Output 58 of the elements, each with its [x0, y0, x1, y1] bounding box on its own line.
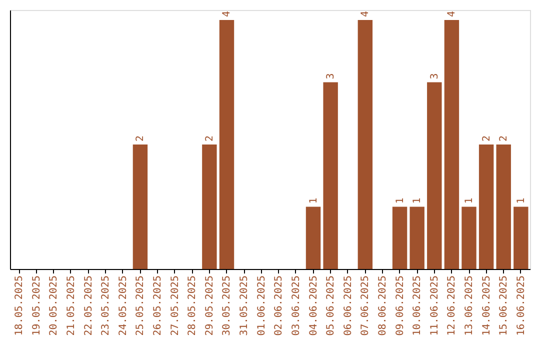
x-tick-label: 27.05.2025	[170, 276, 181, 336]
x-tick-label: 22.05.2025	[83, 276, 94, 336]
x-tick-label: 03.06.2025	[290, 276, 302, 336]
data-label: 1	[412, 198, 424, 204]
bar	[132, 144, 148, 269]
x-tick-label: 09.06.2025	[394, 276, 406, 336]
data-label: 2	[481, 135, 492, 142]
x-tick-label: 11.06.2025	[429, 276, 440, 336]
data-label: 2	[498, 135, 510, 142]
data-label: 1	[394, 198, 406, 204]
data-label: 4	[446, 10, 458, 17]
bar	[462, 206, 476, 269]
data-label: 1	[308, 198, 320, 204]
x-tick-label: 26.05.2025	[152, 276, 164, 336]
x-tick-label: 02.06.2025	[274, 276, 285, 336]
data-label: 3	[429, 73, 440, 80]
bar	[410, 206, 424, 269]
x-tick-label: 29.05.2025	[204, 276, 216, 336]
x-tick-label: 31.05.2025	[239, 276, 250, 336]
data-label: 3	[326, 73, 337, 80]
x-tick-label: 15.06.2025	[498, 276, 510, 336]
x-tick-label: 06.06.2025	[342, 276, 354, 336]
data-label: 2	[135, 135, 146, 142]
data-label: 4	[222, 10, 233, 17]
x-tick-label: 19.05.2025	[31, 276, 42, 336]
x-tick-label: 07.06.2025	[360, 276, 372, 336]
data-label: 1	[464, 198, 475, 204]
x-tick-label: 30.05.2025	[222, 276, 233, 336]
x-tick-label: 08.06.2025	[377, 276, 388, 336]
bar	[219, 20, 234, 269]
x-tick-label: 18.05.2025	[14, 276, 26, 336]
x-tick-label: 14.06.2025	[481, 276, 492, 336]
x-tick-label: 13.06.2025	[464, 276, 475, 336]
x-tick-label: 05.06.2025	[326, 276, 337, 336]
x-tick-label: 10.06.2025	[412, 276, 424, 336]
x-tick-label: 23.05.2025	[100, 276, 112, 336]
x-tick-label: 01.06.2025	[256, 276, 268, 336]
x-tick-label: 16.06.2025	[516, 276, 527, 336]
x-tick-label: 20.05.2025	[48, 276, 60, 336]
x-tick-label: 21.05.2025	[66, 276, 77, 336]
x-tick-label: 12.06.2025	[446, 276, 458, 336]
data-label: 1	[516, 198, 527, 204]
bar	[358, 20, 373, 269]
x-tick-label: 24.05.2025	[118, 276, 129, 336]
bar	[427, 82, 442, 269]
data-label: 4	[360, 10, 372, 17]
x-tick-label: 04.06.2025	[308, 276, 320, 336]
bar	[306, 206, 321, 269]
bar	[392, 206, 408, 269]
bar	[514, 206, 528, 269]
x-tick-label: 25.05.2025	[135, 276, 146, 336]
bar	[202, 144, 217, 269]
bar	[444, 20, 460, 269]
bar	[323, 82, 338, 269]
x-tick-label: 28.05.2025	[187, 276, 198, 336]
bar	[478, 144, 494, 269]
bar	[496, 144, 511, 269]
data-label: 2	[204, 135, 216, 142]
